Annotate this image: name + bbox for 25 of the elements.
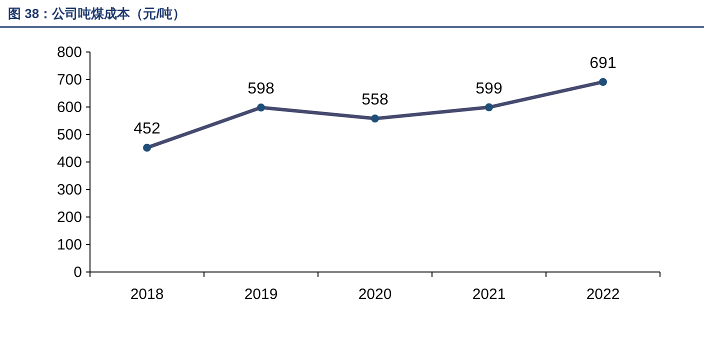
y-tick-label: 0 [74, 264, 82, 281]
point [371, 114, 379, 123]
data-label: 691 [590, 54, 616, 72]
x-tick-label: 2022 [586, 286, 620, 303]
x-tick-label: 2020 [358, 286, 392, 303]
y-tick-label: 100 [56, 236, 82, 254]
y-tick-label: 200 [56, 209, 82, 226]
y-tick-label: 500 [56, 126, 82, 144]
chart-title: 图 38：公司吨煤成本（元/吨） [8, 6, 186, 21]
y-tick-label: 400 [56, 154, 82, 171]
data-label: 452 [134, 120, 160, 138]
y-tick-label: 700 [56, 72, 82, 88]
data-label: 599 [476, 80, 502, 98]
x-tick-label: 2021 [472, 286, 506, 303]
y-tick-label: 800 [56, 44, 82, 61]
x-tick-label: 2019 [244, 286, 278, 303]
x-tick-label: 2018 [130, 286, 164, 303]
point [599, 78, 607, 86]
point [257, 104, 265, 112]
point [485, 103, 493, 112]
y-tick-label: 600 [56, 99, 82, 116]
point [143, 144, 151, 152]
y-tick-label: 300 [56, 182, 82, 198]
data-label: 558 [362, 92, 388, 109]
data-label: 598 [248, 80, 274, 98]
